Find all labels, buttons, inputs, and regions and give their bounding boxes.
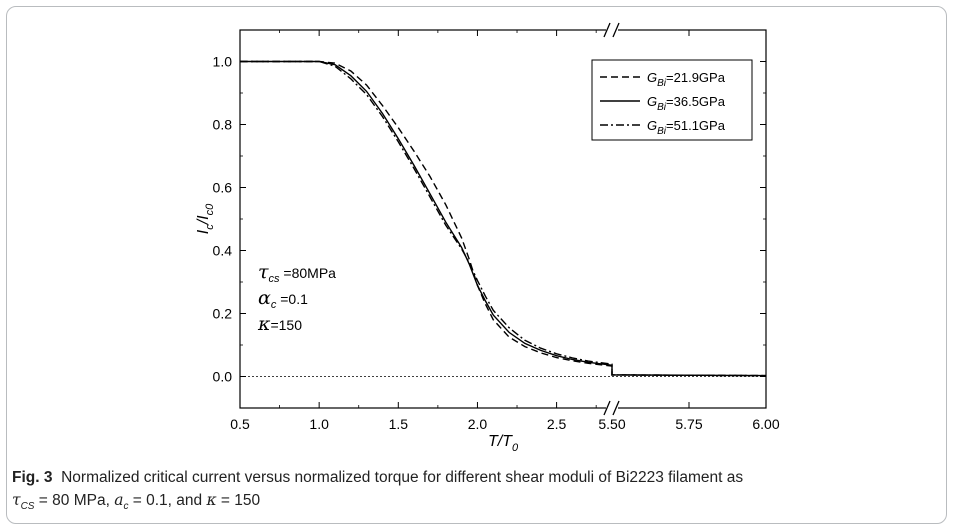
y-tick-label: 1.0 [213, 54, 233, 70]
x-tick-label: 1.0 [309, 416, 329, 432]
legend-label: GBi=51.1GPa [647, 118, 726, 137]
series-line [240, 60, 767, 377]
axis-break-mark [612, 400, 620, 416]
annotation-text: αc =0.1 [258, 287, 308, 311]
legend-box [591, 59, 753, 141]
y-axis-label: Ic/Ic0 [195, 203, 216, 234]
caption-line-2: τCS = 80 MPa, ac = 0.1, and κ = 150 [12, 489, 932, 518]
caption-text: Normalized critical current versus norma… [61, 469, 744, 486]
y-tick-label: 0.8 [213, 117, 233, 133]
figure-label: Fig. 3 [12, 469, 53, 486]
caption-math-text: = 0.1, and [128, 492, 207, 509]
x-tick-label: 0.5 [230, 416, 250, 432]
series-line [240, 60, 767, 377]
caption-math-text: = 150 [216, 492, 261, 509]
caption-math-symbol: a [114, 491, 124, 509]
caption-math-symbol: τ [12, 491, 21, 509]
axis-break-mark [603, 22, 611, 38]
legend-label: GBi=21.9GPa [647, 70, 726, 89]
legend-label: GBi=36.5GPa [647, 94, 726, 113]
figure-frame [6, 6, 947, 524]
x-axis-label: T/T0 [488, 433, 519, 454]
caption-math-text: = 80 MPa, [34, 492, 115, 509]
x-tick-label: 5.50 [598, 416, 625, 432]
x-tick-label: 2.0 [468, 416, 488, 432]
axis-break-mark [603, 400, 611, 416]
caption-line-1: Fig. 3 Normalized critical current versu… [12, 466, 932, 489]
caption-math-subscript: CS [20, 501, 35, 513]
x-tick-label: 6.00 [752, 416, 779, 432]
y-tick-label: 0.2 [213, 306, 233, 322]
y-tick-label: 0.4 [213, 243, 233, 259]
axis-break-mark [612, 22, 620, 38]
series-line [240, 60, 767, 377]
annotation-text: κ=150 [257, 313, 302, 335]
y-tick-label: 0.6 [213, 180, 233, 196]
annotation-text: τcs =80MPa [258, 261, 336, 285]
chart: 0.0 0.2 0.4 0.6 0.8 1.0 0.5 1.0 1.5 2.0 2.5 5.50 5.7… [195, 22, 780, 454]
x-tick-label: 2.5 [547, 416, 567, 432]
y-tick-label: 0.0 [213, 369, 233, 385]
x-tick-label: 5.75 [675, 416, 702, 432]
figure-caption: Fig. 3 Normalized critical current versu… [12, 466, 932, 518]
caption-math-symbol: κ [206, 491, 217, 509]
x-tick-label: 1.5 [389, 416, 409, 432]
caption-math-subscript: c [123, 501, 129, 513]
